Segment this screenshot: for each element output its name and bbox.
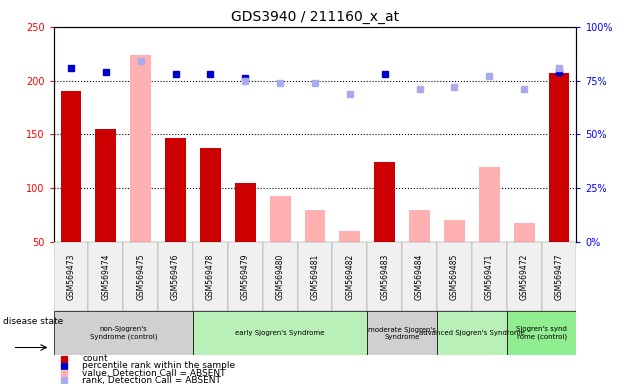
Bar [88, 242, 123, 311]
Text: GSM569476: GSM569476 [171, 253, 180, 300]
Bar [507, 242, 542, 311]
Bar [479, 167, 500, 296]
Bar [193, 311, 367, 355]
Bar [54, 242, 88, 311]
Text: disease state: disease state [3, 317, 64, 326]
Text: non-Sjogren's
Syndrome (control): non-Sjogren's Syndrome (control) [89, 326, 157, 340]
Bar [333, 242, 367, 311]
Text: GSM569481: GSM569481 [311, 253, 319, 300]
Text: Sjogren's synd
rome (control): Sjogren's synd rome (control) [516, 326, 567, 340]
Bar [297, 242, 333, 311]
Text: GSM569477: GSM569477 [554, 253, 563, 300]
Text: GSM569474: GSM569474 [101, 253, 110, 300]
Text: GDS3940 / 211160_x_at: GDS3940 / 211160_x_at [231, 10, 399, 23]
Bar [60, 91, 81, 296]
Text: GSM569482: GSM569482 [345, 253, 354, 300]
Bar [304, 210, 326, 296]
Text: GSM569473: GSM569473 [67, 253, 76, 300]
Bar [193, 242, 228, 311]
Bar [507, 311, 576, 355]
Bar [437, 242, 472, 311]
Text: GSM569478: GSM569478 [206, 253, 215, 300]
Bar [444, 220, 465, 296]
Bar [367, 311, 437, 355]
Bar [437, 311, 507, 355]
Bar [158, 242, 193, 311]
Bar [54, 311, 193, 355]
Bar [130, 55, 151, 296]
Text: rank, Detection Call = ABSENT: rank, Detection Call = ABSENT [83, 376, 221, 384]
Text: percentile rank within the sample: percentile rank within the sample [83, 361, 236, 371]
Text: GSM569480: GSM569480 [276, 253, 285, 300]
Bar [409, 210, 430, 296]
Text: value, Detection Call = ABSENT: value, Detection Call = ABSENT [83, 369, 226, 378]
Bar [235, 183, 256, 296]
Text: GSM569472: GSM569472 [520, 253, 529, 300]
Text: count: count [83, 354, 108, 363]
Text: early Sjogren's Syndrome: early Sjogren's Syndrome [236, 330, 325, 336]
Bar [263, 242, 297, 311]
Bar [542, 242, 576, 311]
Bar [472, 242, 507, 311]
Bar [228, 242, 263, 311]
Bar [513, 223, 535, 296]
Text: GSM569484: GSM569484 [415, 253, 424, 300]
Bar [200, 148, 221, 296]
Text: GSM569471: GSM569471 [485, 253, 494, 300]
Text: GSM569479: GSM569479 [241, 253, 249, 300]
Text: advanced Sjogren's Syndrome: advanced Sjogren's Syndrome [419, 330, 525, 336]
Text: GSM569475: GSM569475 [136, 253, 145, 300]
Bar [402, 242, 437, 311]
Bar [549, 73, 570, 296]
Bar [340, 231, 360, 296]
Text: moderate Sjogren's
Syndrome: moderate Sjogren's Syndrome [368, 327, 436, 339]
Text: GSM569483: GSM569483 [381, 253, 389, 300]
Text: GSM569485: GSM569485 [450, 253, 459, 300]
Bar [270, 196, 290, 296]
Bar [374, 162, 395, 296]
Bar [367, 242, 402, 311]
Bar [95, 129, 117, 296]
Bar [123, 242, 158, 311]
Bar [165, 137, 186, 296]
